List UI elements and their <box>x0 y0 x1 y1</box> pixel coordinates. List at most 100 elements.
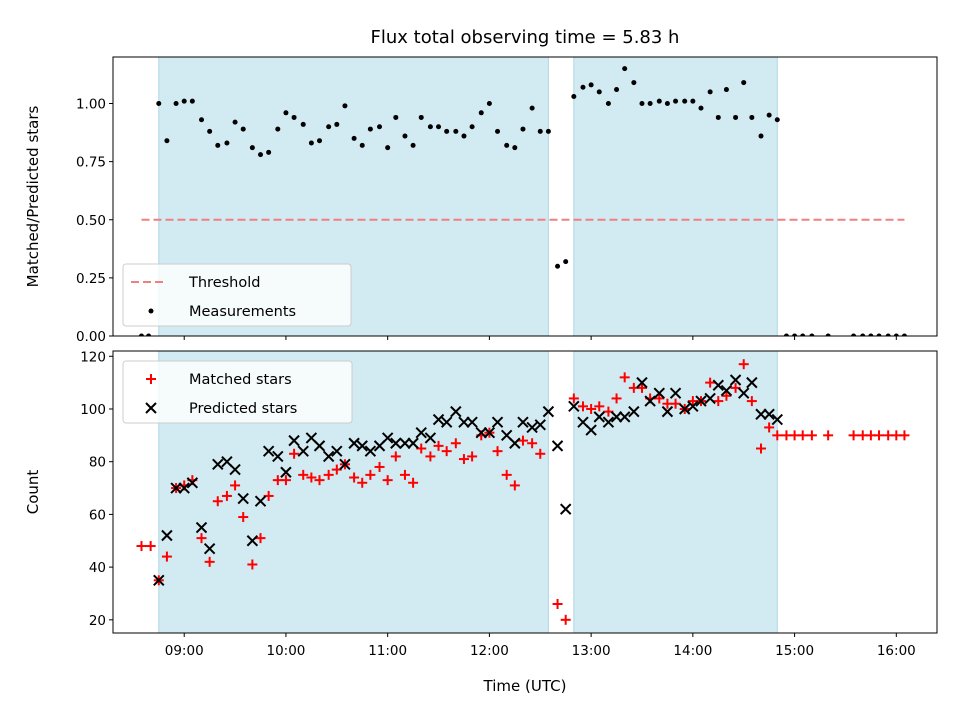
cross-b <box>500 429 513 442</box>
cross-b <box>483 426 496 439</box>
data-point <box>713 396 724 407</box>
data-point <box>238 512 249 523</box>
cross-b <box>475 426 487 439</box>
data-point <box>763 408 775 420</box>
cross-b <box>364 445 377 457</box>
cross-b <box>178 482 190 494</box>
cross-b <box>229 463 241 476</box>
data-point <box>537 128 543 134</box>
y-tick-label: 60 <box>89 507 106 523</box>
cross-b <box>195 521 208 534</box>
data-point <box>408 477 419 488</box>
data-point <box>704 392 716 405</box>
data-point <box>733 114 739 120</box>
data-point <box>729 374 742 386</box>
data-point <box>364 445 377 457</box>
data-point <box>156 101 162 106</box>
cross-b <box>534 419 546 431</box>
data-point <box>367 126 373 132</box>
data-point <box>705 377 716 388</box>
cross-b <box>679 403 691 415</box>
data-point <box>545 128 551 134</box>
data-point <box>800 333 806 336</box>
data-point <box>860 333 866 336</box>
cross-b <box>491 416 504 428</box>
data-point <box>673 98 679 104</box>
data-point <box>275 126 281 132</box>
data-point <box>764 422 775 433</box>
data-point <box>766 112 772 118</box>
legend-marker <box>148 308 154 314</box>
data-point <box>534 419 546 431</box>
data-point <box>661 405 674 418</box>
y-tick-label: 100 <box>80 402 106 418</box>
ratio-panel: 0.00 0.25 0.50 0.75 1.00 Matched/Predicted st… <box>24 56 938 345</box>
cross-b <box>297 445 309 457</box>
legend: Threshold Measurements <box>122 263 352 327</box>
data-point <box>605 101 611 106</box>
data-point <box>527 438 538 449</box>
data-point <box>230 480 241 491</box>
data-point <box>458 454 469 465</box>
data-point <box>247 559 258 570</box>
data-point <box>756 443 767 454</box>
data-point <box>669 387 682 399</box>
y-axis-label: Matched/Predicted stars <box>24 106 42 288</box>
data-point <box>229 463 241 476</box>
data-point <box>618 411 631 423</box>
cross-b <box>237 492 249 505</box>
cross-b <box>440 416 453 428</box>
data-point <box>390 437 402 449</box>
data-point <box>495 128 501 134</box>
data-point <box>639 101 645 106</box>
y-tick-label: 80 <box>89 455 106 471</box>
cross-b <box>695 395 707 407</box>
data-point <box>491 416 504 428</box>
cross-b <box>322 450 335 463</box>
data-point <box>774 117 780 123</box>
cross-b <box>288 434 300 447</box>
data-point <box>357 477 368 488</box>
cross-b <box>170 482 182 494</box>
data-point <box>441 446 452 457</box>
cross-b <box>755 408 767 420</box>
data-point <box>593 411 605 423</box>
x-tick-label: 11:00 <box>368 643 407 659</box>
data-point <box>416 443 427 454</box>
data-point <box>746 376 758 389</box>
cross-b <box>771 413 783 426</box>
y-tick-label: 120 <box>80 349 106 365</box>
x-tick-label: 15:00 <box>775 643 814 659</box>
x-tick-label: 14:00 <box>673 643 712 659</box>
data-point <box>467 451 478 462</box>
data-point <box>178 482 190 494</box>
data-point <box>664 101 670 106</box>
cross-b <box>669 387 682 399</box>
data-point <box>588 82 594 88</box>
cross-b <box>661 405 674 418</box>
data-point <box>263 490 274 501</box>
data-point <box>636 382 647 393</box>
data-point <box>450 438 461 449</box>
x-tick-label: 12:00 <box>470 643 509 659</box>
x-axis-label: Time (UTC) <box>483 677 567 695</box>
data-point <box>614 87 620 93</box>
data-point <box>628 405 640 418</box>
data-point <box>563 259 569 265</box>
data-point <box>868 333 874 336</box>
data-point <box>283 110 289 116</box>
data-point <box>529 105 535 111</box>
data-point <box>212 496 223 507</box>
data-point <box>825 333 831 336</box>
data-point <box>682 98 688 104</box>
cross-b <box>203 542 216 555</box>
data-point <box>215 142 221 148</box>
data-point <box>322 450 335 463</box>
cross-b <box>720 384 733 397</box>
data-point <box>885 333 891 336</box>
data-point <box>440 416 453 428</box>
data-point <box>262 445 275 457</box>
legend-marker <box>145 402 157 414</box>
data-point <box>308 140 314 146</box>
